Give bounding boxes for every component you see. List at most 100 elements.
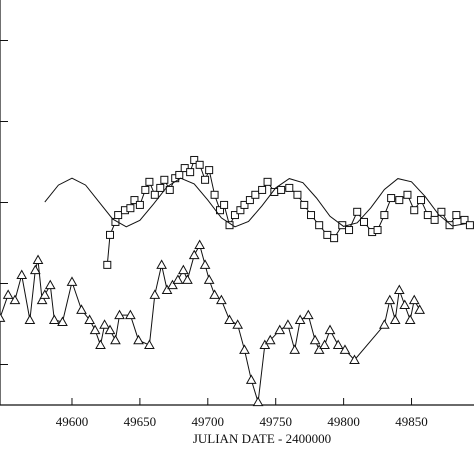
triangle-marker bbox=[167, 279, 178, 290]
square-marker bbox=[160, 175, 169, 184]
square-marker bbox=[430, 215, 439, 224]
triangle-marker bbox=[309, 334, 321, 345]
triangle-marker bbox=[32, 254, 44, 265]
square-marker bbox=[126, 204, 135, 213]
square-marker bbox=[452, 211, 461, 220]
x-tick-label: 49700 bbox=[192, 414, 225, 429]
triangle-marker bbox=[36, 294, 48, 305]
square-marker bbox=[156, 183, 165, 192]
square-marker bbox=[240, 200, 249, 209]
triangle-marker bbox=[194, 239, 206, 250]
triangle-marker bbox=[66, 276, 78, 286]
triangle-marker bbox=[349, 354, 360, 365]
triangle-marker bbox=[389, 314, 401, 324]
triangle-marker bbox=[404, 314, 416, 324]
triangle-marker bbox=[114, 309, 125, 320]
square-marker bbox=[205, 166, 214, 175]
triangle-marker bbox=[39, 289, 51, 299]
triangle-marker bbox=[161, 284, 173, 294]
triangle-marker bbox=[414, 304, 426, 314]
square-marker bbox=[403, 190, 412, 199]
triangle-marker bbox=[149, 289, 161, 299]
triangle-marker bbox=[84, 314, 95, 324]
square-marker bbox=[263, 177, 272, 186]
triangle-marker bbox=[16, 269, 28, 279]
x-tick-label: 49850 bbox=[395, 414, 428, 429]
square-marker bbox=[380, 211, 389, 220]
triangle-marker bbox=[339, 344, 351, 354]
square-marker bbox=[465, 221, 474, 230]
square-marker bbox=[103, 260, 112, 269]
square-marker bbox=[130, 196, 139, 205]
square-marker bbox=[445, 221, 454, 230]
x-tick-label: 49800 bbox=[327, 414, 360, 429]
square-marker bbox=[423, 211, 432, 220]
square-marker bbox=[437, 207, 446, 216]
triangle-marker bbox=[95, 339, 106, 350]
square-marker bbox=[201, 175, 210, 184]
triangle-marker bbox=[319, 339, 330, 350]
square-marker bbox=[175, 170, 184, 179]
square-marker bbox=[315, 221, 324, 230]
square-marker bbox=[245, 196, 254, 205]
triangle-marker bbox=[332, 339, 344, 350]
triangle-marker bbox=[259, 339, 271, 350]
triangle-marker bbox=[302, 309, 314, 320]
triangle-marker bbox=[384, 294, 396, 305]
triangle-marker bbox=[324, 324, 336, 335]
square-marker bbox=[410, 206, 419, 215]
square-marker bbox=[145, 177, 154, 186]
square-marker bbox=[373, 226, 382, 235]
triangle-marker bbox=[224, 314, 235, 324]
triangle-marker bbox=[57, 316, 68, 326]
triangle-marker bbox=[264, 334, 276, 345]
triangle-marker bbox=[99, 319, 110, 329]
triangle-marker bbox=[110, 334, 121, 345]
square-marker bbox=[277, 185, 286, 194]
triangle-marker bbox=[274, 324, 286, 335]
square-marker bbox=[359, 217, 368, 226]
square-marker bbox=[236, 206, 245, 215]
square-marker bbox=[210, 190, 219, 199]
triangle-marker bbox=[24, 314, 36, 324]
triangle-marker bbox=[156, 259, 167, 269]
square-marker bbox=[180, 164, 189, 173]
triangle-marker bbox=[203, 274, 215, 284]
triangle-marker bbox=[2, 289, 14, 299]
square-marker bbox=[285, 183, 294, 192]
x-axis-label: JULIAN DATE - 2400000 bbox=[193, 431, 331, 446]
square-marker bbox=[165, 185, 174, 194]
fit-curve bbox=[44, 177, 466, 228]
triangle-marker bbox=[282, 319, 294, 329]
triangle-marker bbox=[9, 294, 21, 305]
triangle-marker bbox=[29, 264, 41, 275]
triangle-marker bbox=[232, 319, 244, 329]
triangle-marker bbox=[188, 249, 200, 260]
triangle-marker bbox=[294, 314, 306, 324]
triangle-marker bbox=[144, 339, 155, 350]
square-marker bbox=[216, 206, 225, 215]
square-marker bbox=[345, 226, 354, 235]
square-marker bbox=[251, 190, 260, 199]
square-marker bbox=[417, 196, 426, 205]
square-marker bbox=[387, 194, 396, 203]
triangle-marker bbox=[245, 374, 257, 384]
square-marker bbox=[330, 234, 339, 243]
triangle-marker bbox=[182, 274, 193, 284]
triangle-marker bbox=[209, 289, 220, 299]
x-tick-label: 49650 bbox=[124, 414, 157, 429]
square-marker bbox=[300, 200, 309, 209]
triangle-marker bbox=[216, 294, 227, 305]
square-marker bbox=[141, 185, 150, 194]
square-marker bbox=[395, 196, 404, 205]
triangle-marker bbox=[48, 314, 60, 324]
square-marker bbox=[293, 190, 302, 199]
x-tick-label: 49750 bbox=[259, 414, 292, 429]
triangle-marker bbox=[289, 344, 301, 354]
triangle-marker bbox=[393, 284, 405, 294]
triangle-marker bbox=[379, 319, 390, 329]
triangle-marker bbox=[44, 279, 56, 290]
square-marker bbox=[186, 168, 195, 177]
triangle-marker bbox=[76, 304, 87, 314]
triangle-marker bbox=[252, 396, 264, 407]
